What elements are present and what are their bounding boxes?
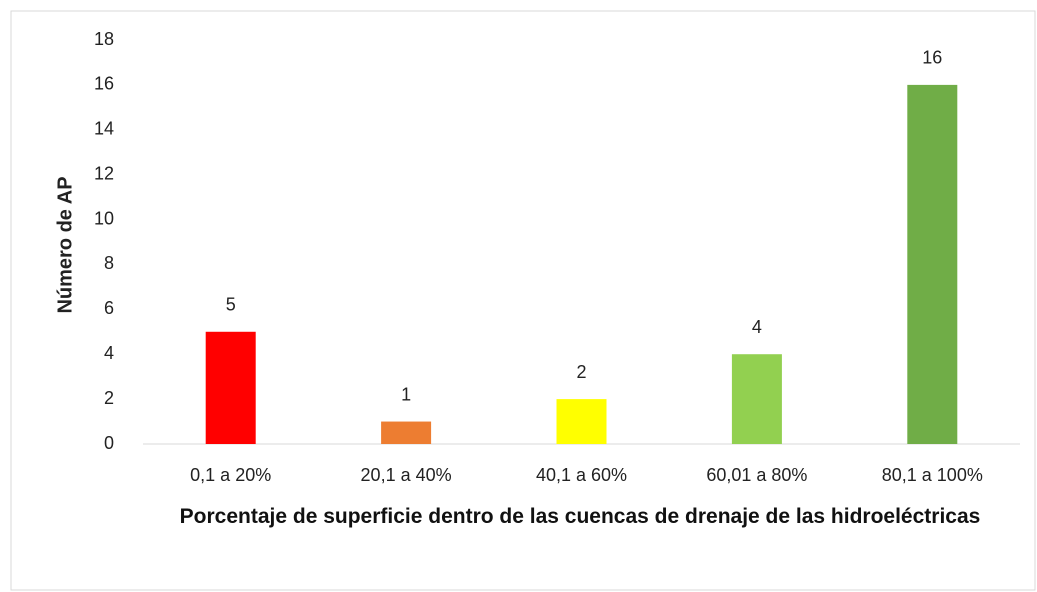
x-tick-label: 60,01 a 80% [706, 465, 807, 485]
y-axis-label: Número de AP [54, 176, 76, 313]
bar [907, 84, 958, 444]
y-tick-label: 0 [104, 433, 114, 453]
y-tick-label: 16 [94, 74, 114, 94]
y-tick-label: 2 [104, 388, 114, 408]
data-label: 5 [226, 295, 236, 315]
x-axis-label: Porcentaje de superficie dentro de las c… [179, 505, 981, 528]
y-tick-label: 8 [104, 253, 114, 273]
y-tick-label: 14 [94, 119, 114, 139]
y-tick-label: 10 [94, 208, 114, 228]
data-label: 4 [752, 317, 762, 337]
bar [556, 399, 607, 444]
x-tick-label: 0,1 a 20% [190, 465, 271, 485]
data-label: 16 [922, 48, 942, 68]
data-label: 1 [401, 384, 411, 404]
y-tick-label: 12 [94, 163, 114, 183]
bar [205, 331, 256, 444]
chart-frame [10, 10, 1036, 591]
data-label: 2 [576, 362, 586, 382]
y-tick-label: 6 [104, 298, 114, 318]
x-tick-label: 80,1 a 100% [882, 465, 983, 485]
bar [731, 354, 782, 444]
x-tick-label: 40,1 a 60% [536, 465, 627, 485]
y-tick-label: 18 [94, 29, 114, 49]
y-tick-label: 4 [104, 343, 114, 363]
bar [381, 421, 432, 444]
x-tick-label: 20,1 a 40% [361, 465, 452, 485]
